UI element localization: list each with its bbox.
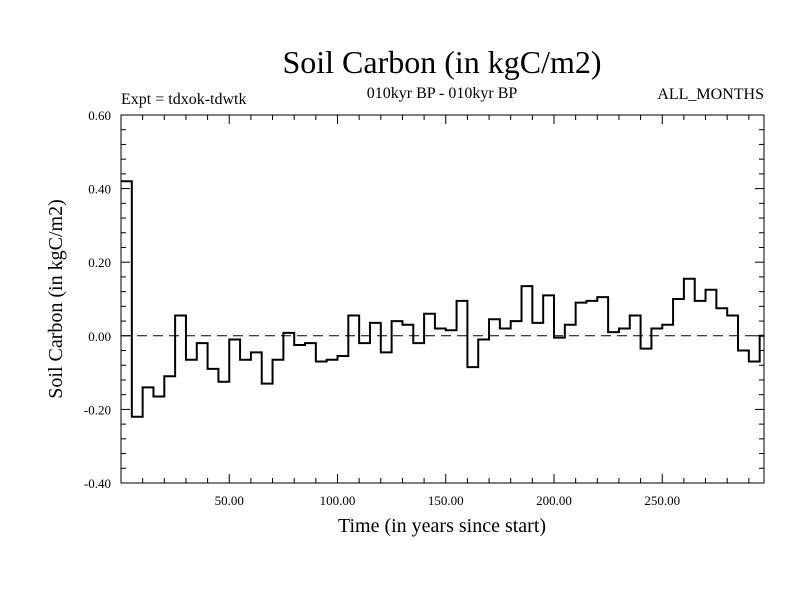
series-1-step-line [121, 180, 764, 418]
plot-frame [120, 114, 765, 484]
x-axis-label: Time (in years since start) [338, 515, 546, 537]
y-tick-label: 0.20 [88, 255, 111, 270]
chart-title: Soil Carbon (in kgC/m2) [282, 44, 601, 80]
months-label: ALL_MONTHS [657, 86, 764, 103]
x-tick-label: 150.00 [428, 493, 464, 508]
tick-labels-layer: 50.00 100.00 150.00 200.00 250.00 -0.40 -0.20 0… [84, 108, 680, 508]
x-tick-label: 200.00 [536, 493, 572, 508]
y-tick-label: 0.40 [88, 182, 111, 197]
y-tick-label: 0.00 [88, 329, 111, 344]
y-tick-label: -0.20 [84, 402, 111, 417]
experiment-label: Expt = tdxok-tdwtk [121, 91, 246, 108]
y-tick-label: 0.60 [88, 108, 111, 123]
chart-subtitle: 010kyr BP - 010kyr BP [367, 85, 518, 102]
y-tick-label: -0.40 [84, 476, 111, 491]
y-axis-label: Soil Carbon (in kgC/m2) [45, 199, 67, 398]
x-tick-label: 100.00 [320, 493, 356, 508]
x-tick-label: 50.00 [215, 493, 244, 508]
series-layer [121, 180, 764, 418]
ticks-layer [121, 114, 764, 484]
x-tick-label: 250.00 [644, 493, 680, 508]
